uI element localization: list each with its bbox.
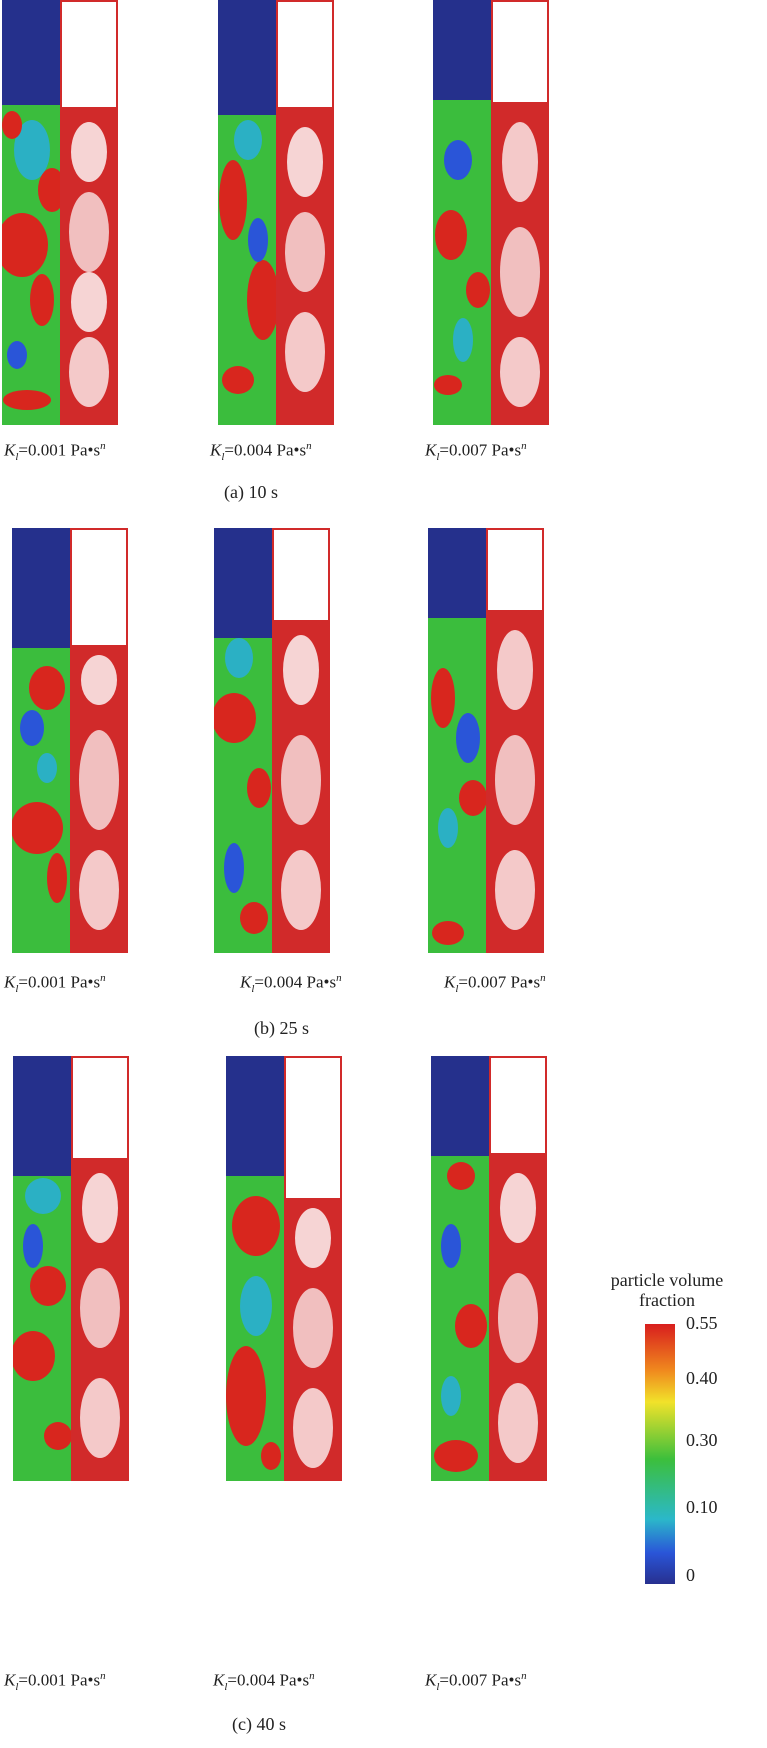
velocity-vector-field bbox=[60, 0, 118, 425]
section-label-a: (a) 10 s bbox=[224, 482, 278, 502]
colorbar-tick: 0.30 bbox=[686, 1430, 718, 1450]
volume-fraction-field bbox=[218, 0, 276, 425]
volume-fraction-field bbox=[12, 528, 70, 953]
section-label-b: (b) 25 s bbox=[254, 1018, 309, 1038]
velocity-vector-field bbox=[272, 528, 330, 953]
colorbar-title-line1: particle volume bbox=[610, 1270, 724, 1290]
volume-fraction-field bbox=[433, 0, 491, 425]
colorbar-tick: 0 bbox=[686, 1565, 695, 1585]
caption-b-2: Kl=0.004 Pa•sn bbox=[240, 972, 342, 996]
section-label-c: (c) 40 s bbox=[232, 1714, 286, 1734]
velocity-vector-field bbox=[71, 1056, 129, 1481]
velocity-vector-field bbox=[486, 528, 544, 953]
velocity-vector-field bbox=[491, 0, 549, 425]
colorbar-tick: 0.40 bbox=[686, 1368, 718, 1388]
volume-fraction-field bbox=[431, 1056, 489, 1481]
caption-c-3: Kl=0.007 Pa•sn bbox=[425, 1670, 527, 1694]
velocity-vector-field bbox=[284, 1056, 342, 1481]
velocity-vector-field bbox=[489, 1056, 547, 1481]
colorbar-tick: 0.10 bbox=[686, 1497, 718, 1517]
colorbar-title-line2: fraction bbox=[639, 1290, 695, 1310]
caption-a-3: Kl=0.007 Pa•sn bbox=[425, 440, 527, 464]
colorbar-tick: 0.55 bbox=[686, 1313, 718, 1333]
colorbar-gradient bbox=[645, 1324, 675, 1584]
caption-c-1: Kl=0.001 Pa•sn bbox=[4, 1670, 106, 1694]
volume-fraction-field bbox=[428, 528, 486, 953]
velocity-vector-field bbox=[70, 528, 128, 953]
caption-a-2: Kl=0.004 Pa•sn bbox=[210, 440, 312, 464]
colorbar-title: particle volume fraction bbox=[572, 1270, 762, 1310]
volume-fraction-field bbox=[214, 528, 272, 953]
velocity-vector-field bbox=[276, 0, 334, 425]
volume-fraction-field bbox=[226, 1056, 284, 1481]
volume-fraction-field bbox=[2, 0, 60, 425]
volume-fraction-field bbox=[13, 1056, 71, 1481]
caption-a-1: Kl=0.001 Pa•sn bbox=[4, 440, 106, 464]
caption-b-3: Kl=0.007 Pa•sn bbox=[444, 972, 546, 996]
caption-b-1: Kl=0.001 Pa•sn bbox=[4, 972, 106, 996]
caption-c-2: Kl=0.004 Pa•sn bbox=[213, 1670, 315, 1694]
